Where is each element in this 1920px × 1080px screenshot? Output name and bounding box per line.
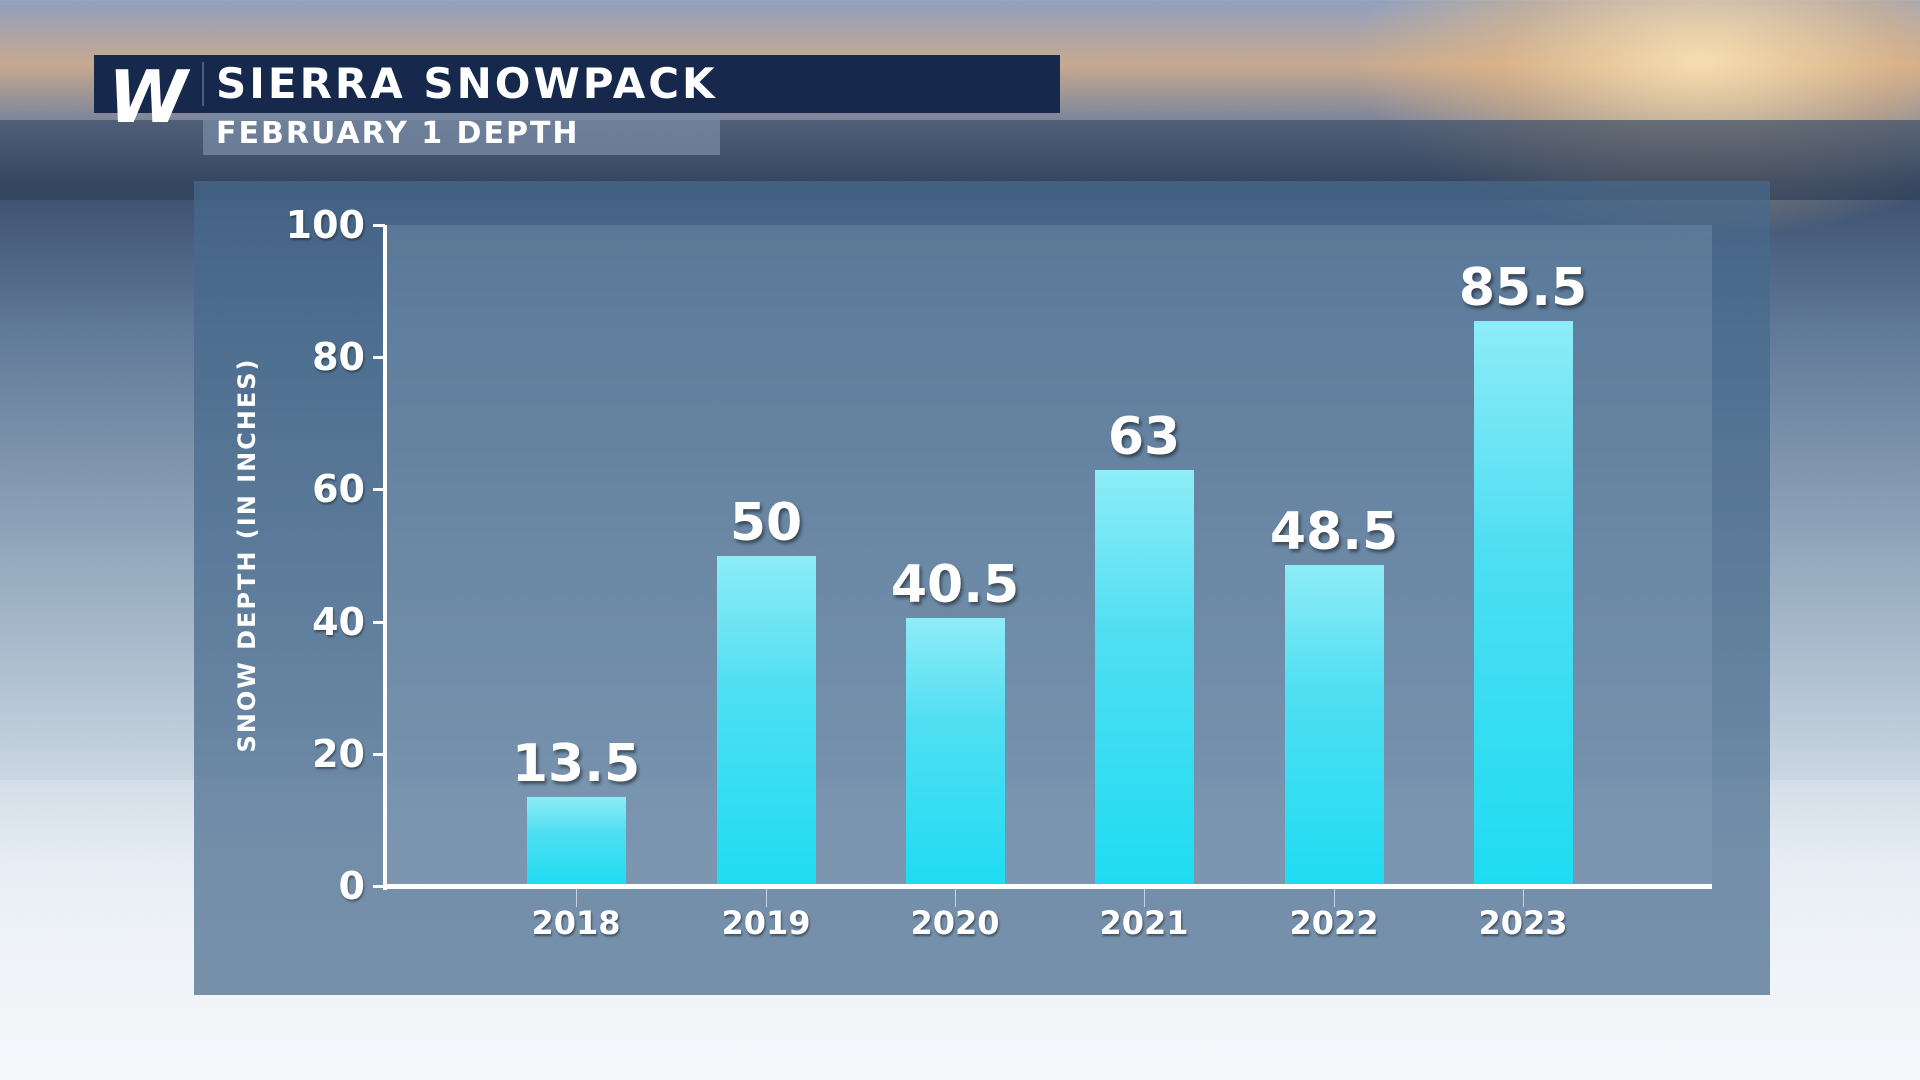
bar-2019 [717,555,816,886]
y-tick-mark [373,885,385,888]
bar-value-label: 85.5 [1458,257,1588,318]
subtitle-bar [203,113,720,155]
y-tick-label: 40 [312,599,365,644]
bar-2018 [527,796,626,886]
y-tick-label: 20 [312,731,365,776]
x-tick-label: 2021 [1099,904,1189,942]
y-tick-label: 0 [338,864,365,908]
title-divider [202,62,204,106]
weather-nation-logo-icon: W [108,55,187,139]
x-tick-label: 2018 [531,904,621,942]
bar-2021 [1095,469,1194,886]
x-tick-mark [955,889,956,907]
bar-value-label: 48.5 [1269,502,1399,563]
bar-2020 [906,618,1005,886]
y-tick-mark [373,752,385,756]
x-axis-line [383,884,1712,889]
chart-title: SIERRA SNOWPACK [216,59,718,108]
y-tick-mark [373,620,385,624]
x-tick-mark [1523,889,1524,907]
bar-value-label: 50 [729,492,803,553]
chart-subtitle: FEBRUARY 1 DEPTH [216,116,580,151]
y-tick-label: 60 [312,467,365,512]
y-tick-label: 80 [312,335,365,380]
x-tick-label: 2019 [721,904,811,942]
bar-2022 [1285,565,1384,886]
x-tick-mark [576,889,577,907]
bar-value-label: 13.5 [511,733,641,794]
bar-2023 [1474,320,1573,886]
title-bar [94,55,1060,113]
bar-value-label: 63 [1107,406,1181,467]
x-tick-label: 2023 [1478,904,1568,942]
y-axis-label: SNOW DEPTH (IN INCHES) [233,357,261,753]
bar-value-label: 40.5 [890,555,1020,616]
y-tick-mark [373,488,385,492]
x-tick-label: 2020 [910,904,1000,942]
x-tick-mark [1334,889,1335,907]
y-axis-line [383,225,387,890]
x-tick-mark [1144,889,1145,907]
y-tick-mark [373,224,385,227]
y-tick-mark [373,356,385,360]
x-tick-mark [766,889,767,907]
y-tick-label: 100 [285,203,365,247]
x-tick-label: 2022 [1289,904,1379,942]
